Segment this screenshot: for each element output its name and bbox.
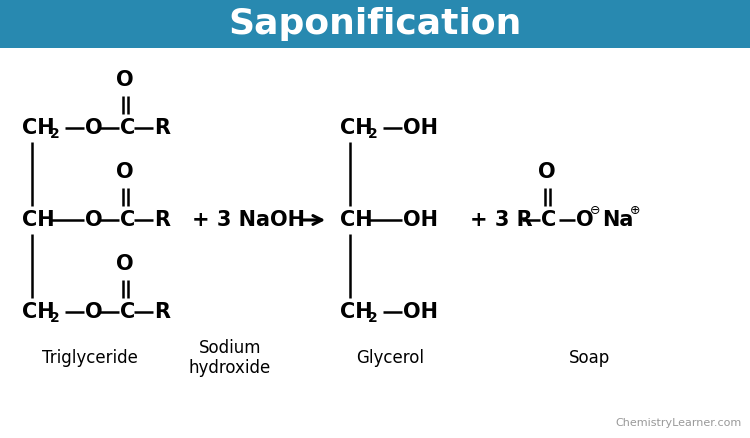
Text: Saponification: Saponification xyxy=(228,7,522,41)
Text: R: R xyxy=(154,302,170,322)
Text: O: O xyxy=(538,162,556,182)
Text: CH: CH xyxy=(22,302,55,322)
Text: C: C xyxy=(120,210,135,230)
Text: O: O xyxy=(116,162,134,182)
Text: O: O xyxy=(576,210,594,230)
Text: OH: OH xyxy=(403,118,438,138)
Text: R: R xyxy=(154,210,170,230)
Text: Glycerol: Glycerol xyxy=(356,349,424,367)
Text: CH: CH xyxy=(22,118,55,138)
Text: O: O xyxy=(85,302,103,322)
Text: OH: OH xyxy=(403,302,438,322)
Text: ChemistryLearner.com: ChemistryLearner.com xyxy=(616,418,742,428)
Text: 2: 2 xyxy=(368,127,378,141)
Text: O: O xyxy=(85,210,103,230)
Text: ⊖: ⊖ xyxy=(590,204,601,216)
Text: ⊕: ⊕ xyxy=(630,204,640,216)
Text: Soap: Soap xyxy=(569,349,610,367)
Text: Triglyceride: Triglyceride xyxy=(42,349,138,367)
Text: OH: OH xyxy=(403,210,438,230)
Text: C: C xyxy=(541,210,556,230)
Text: CH: CH xyxy=(340,210,373,230)
Text: 2: 2 xyxy=(50,127,60,141)
Text: 2: 2 xyxy=(50,311,60,325)
Text: + 3 R: + 3 R xyxy=(470,210,532,230)
FancyBboxPatch shape xyxy=(0,0,750,48)
Text: Na: Na xyxy=(602,210,633,230)
Text: R: R xyxy=(154,118,170,138)
Text: CH: CH xyxy=(340,302,373,322)
Text: C: C xyxy=(120,118,135,138)
Text: C: C xyxy=(120,302,135,322)
Text: O: O xyxy=(116,254,134,274)
Text: CH: CH xyxy=(340,118,373,138)
Text: 2: 2 xyxy=(368,311,378,325)
Text: CH: CH xyxy=(22,210,55,230)
Text: O: O xyxy=(85,118,103,138)
Text: O: O xyxy=(116,70,134,90)
Text: Sodium
hydroxide: Sodium hydroxide xyxy=(189,339,272,378)
Text: + 3 NaOH: + 3 NaOH xyxy=(192,210,305,230)
